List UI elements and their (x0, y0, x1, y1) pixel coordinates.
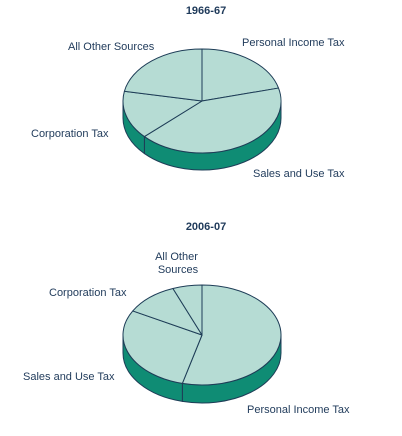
slice-all-other-sources (123, 48, 203, 102)
slice-label-all-other-sources-line-2: Sources (158, 264, 199, 276)
slice-label-all-other-sources: All Other Sources (155, 251, 201, 276)
slice-label-all-other-sources-line-1: All Other (155, 251, 198, 263)
slice-label-all-other-sources: All Other Sources (68, 41, 155, 53)
slice-sales-and-use-tax (143, 87, 282, 154)
slice-all-other-sources (172, 284, 203, 336)
slice-label-sales-and-use-tax: Sales and Use Tax (23, 371, 115, 383)
slice-label-sales-and-use-tax: Sales and Use Tax (253, 168, 345, 180)
pie-top (122, 48, 282, 154)
slice-sales-and-use-tax (122, 310, 203, 384)
pie-slices (122, 284, 282, 404)
pie-slices (122, 48, 282, 171)
pie-top (122, 284, 282, 386)
slice-label-corporation-tax: Corporation Tax (49, 287, 127, 299)
slice-label-corporation-tax: Corporation Tax (31, 128, 109, 140)
pie-chart-1966-67: 1966-67 Personal Income Tax Sales and Us… (31, 5, 345, 180)
chart-title: 1966-67 (186, 5, 226, 17)
slice-personal-income-tax (201, 48, 280, 102)
chart-title: 2006-07 (186, 221, 226, 233)
pie-chart-2006-07: 2006-07 Personal Income Tax Sales and Us… (23, 221, 350, 416)
slice-corporation-tax (122, 90, 203, 138)
slice-label-personal-income-tax: Personal Income Tax (242, 37, 345, 49)
slice-label-personal-income-tax: Personal Income Tax (247, 404, 350, 416)
slice-personal-income-tax (181, 284, 282, 386)
